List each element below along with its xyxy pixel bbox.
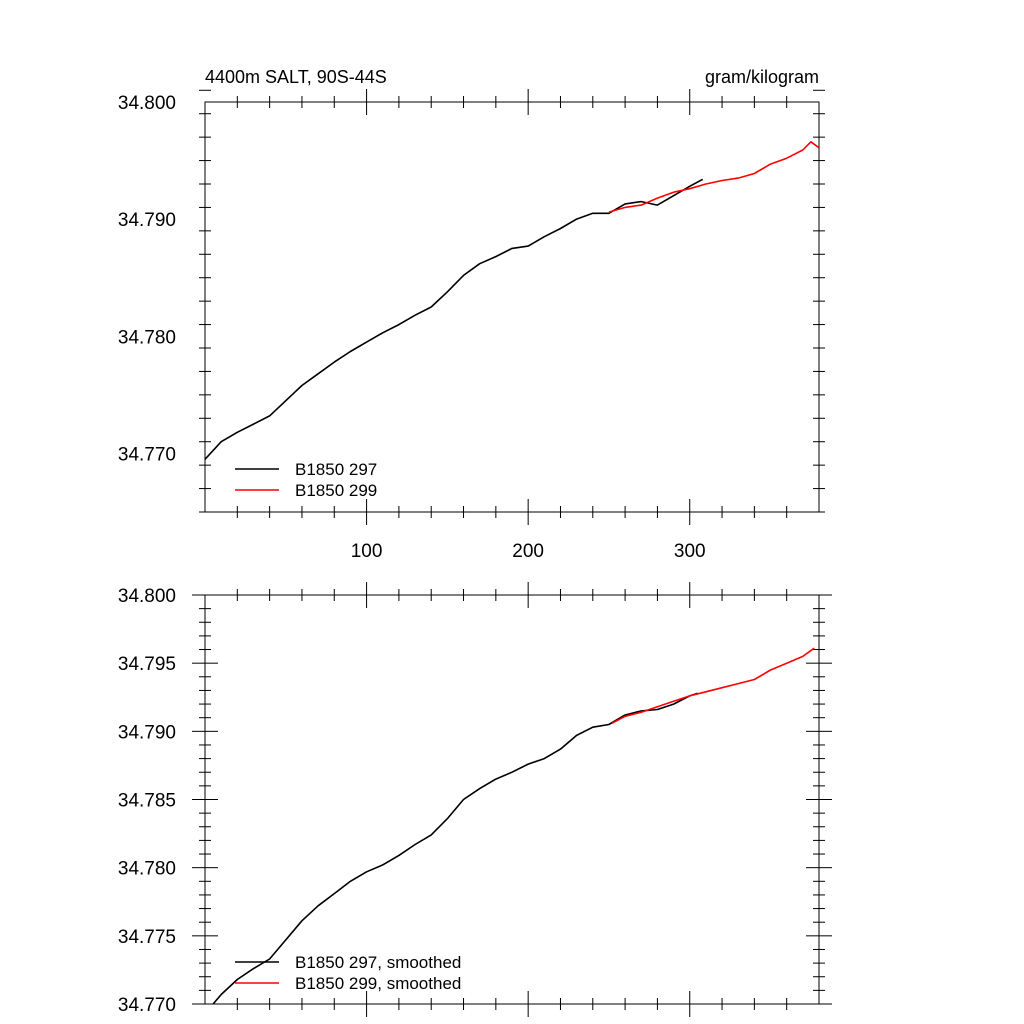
- x-tick-label: 200: [512, 541, 544, 562]
- y-tick-label: 34.785: [118, 791, 176, 812]
- y-tick-label: 34.795: [118, 654, 176, 675]
- legend-label: B1850 297, smoothed: [295, 953, 461, 972]
- bottom-panel: 34.770 34.775 34.780 34.785 34.790 34.795 34.8…: [118, 582, 832, 1017]
- series-line-1: [611, 647, 815, 724]
- top-panel: 34.770 34.780 34.790 34.800 100 200 300 4400m S…: [118, 67, 825, 562]
- series-line-0: [212, 692, 699, 1004]
- legend-label: B1850 299, smoothed: [295, 974, 461, 993]
- series-line-0: [205, 178, 704, 460]
- y-tick-label: 34.780: [118, 859, 176, 880]
- y-tick-label: 34.775: [118, 927, 176, 948]
- x-tick-label: 300: [674, 541, 706, 562]
- y-tick-label: 34.800: [118, 586, 176, 607]
- y-tick-label: 34.790: [118, 210, 176, 231]
- y-tick-label: 34.770: [118, 995, 176, 1016]
- plot-frame: [204, 594, 820, 1005]
- units-label: gram/kilogram: [705, 67, 819, 87]
- y-tick-label: 34.780: [118, 327, 176, 348]
- chart-title: 4400m SALT, 90S-44S: [205, 67, 387, 87]
- y-tick-label: 34.800: [118, 93, 176, 114]
- x-tick-label: 100: [351, 541, 383, 562]
- series-line-1: [608, 141, 819, 213]
- legend-label: B1850 297: [295, 460, 377, 479]
- plot-frame: [204, 101, 820, 513]
- y-tick-label: 34.790: [118, 722, 176, 743]
- y-tick-label: 34.770: [118, 444, 176, 465]
- legend-label: B1850 299: [295, 481, 377, 500]
